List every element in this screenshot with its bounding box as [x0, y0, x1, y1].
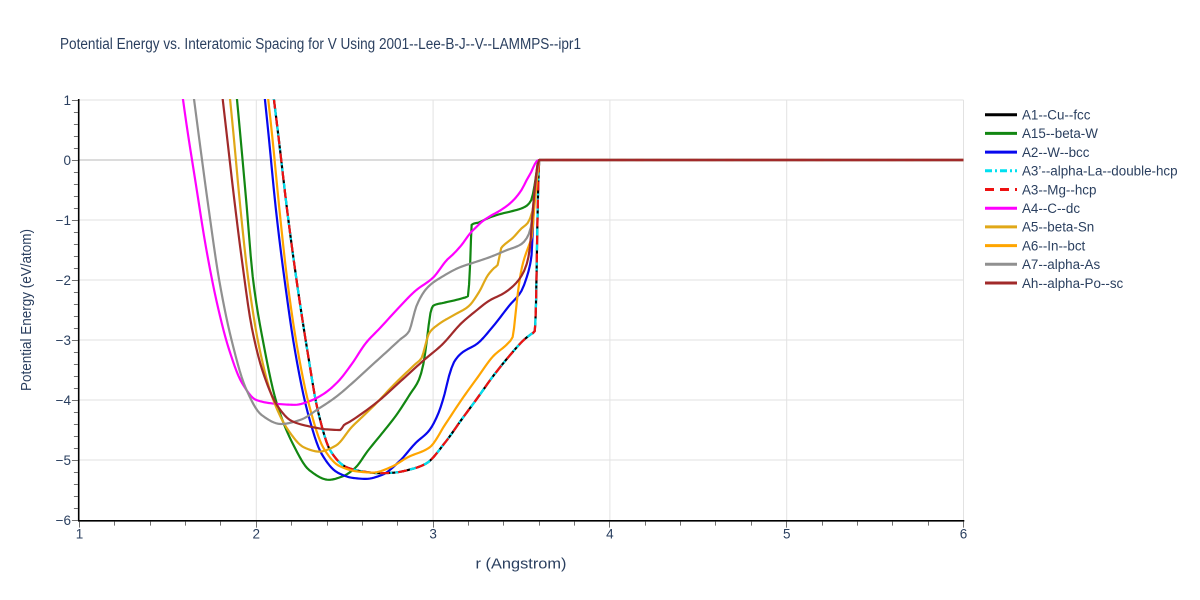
svg-text:A4--C--dc: A4--C--dc [1022, 201, 1080, 216]
svg-text:3: 3 [429, 527, 437, 542]
svg-text:Potential Energy vs. Interatom: Potential Energy vs. Interatomic Spacing… [60, 36, 581, 53]
svg-text:Ah--alpha-Po--sc: Ah--alpha-Po--sc [1022, 276, 1124, 291]
svg-text:−2: −2 [56, 273, 71, 288]
svg-text:A7--alpha-As: A7--alpha-As [1022, 257, 1100, 272]
svg-text:A6--In--bct: A6--In--bct [1022, 238, 1086, 253]
svg-text:A1--Cu--fcc: A1--Cu--fcc [1022, 108, 1091, 123]
svg-text:−5: −5 [56, 453, 71, 468]
svg-text:2: 2 [253, 527, 261, 542]
svg-text:1: 1 [63, 93, 71, 108]
svg-text:4: 4 [606, 527, 614, 542]
svg-text:A3’--alpha-La--double-hcp: A3’--alpha-La--double-hcp [1022, 164, 1178, 179]
svg-text:r (Angstrom): r (Angstrom) [476, 556, 567, 573]
svg-text:A15--beta-W: A15--beta-W [1022, 126, 1098, 141]
svg-text:−6: −6 [56, 513, 71, 528]
svg-text:−3: −3 [56, 333, 71, 348]
svg-text:6: 6 [960, 527, 968, 542]
svg-text:0: 0 [63, 153, 71, 168]
svg-text:A3--Mg--hcp: A3--Mg--hcp [1022, 182, 1096, 197]
svg-text:1: 1 [76, 527, 84, 542]
svg-text:5: 5 [783, 527, 791, 542]
svg-text:A5--beta-Sn: A5--beta-Sn [1022, 220, 1094, 235]
svg-text:−4: −4 [56, 393, 72, 408]
svg-text:Potential Energy (eV/atom): Potential Energy (eV/atom) [19, 229, 35, 391]
svg-text:−1: −1 [56, 213, 71, 228]
svg-text:A2--W--bcc: A2--W--bcc [1022, 145, 1090, 160]
